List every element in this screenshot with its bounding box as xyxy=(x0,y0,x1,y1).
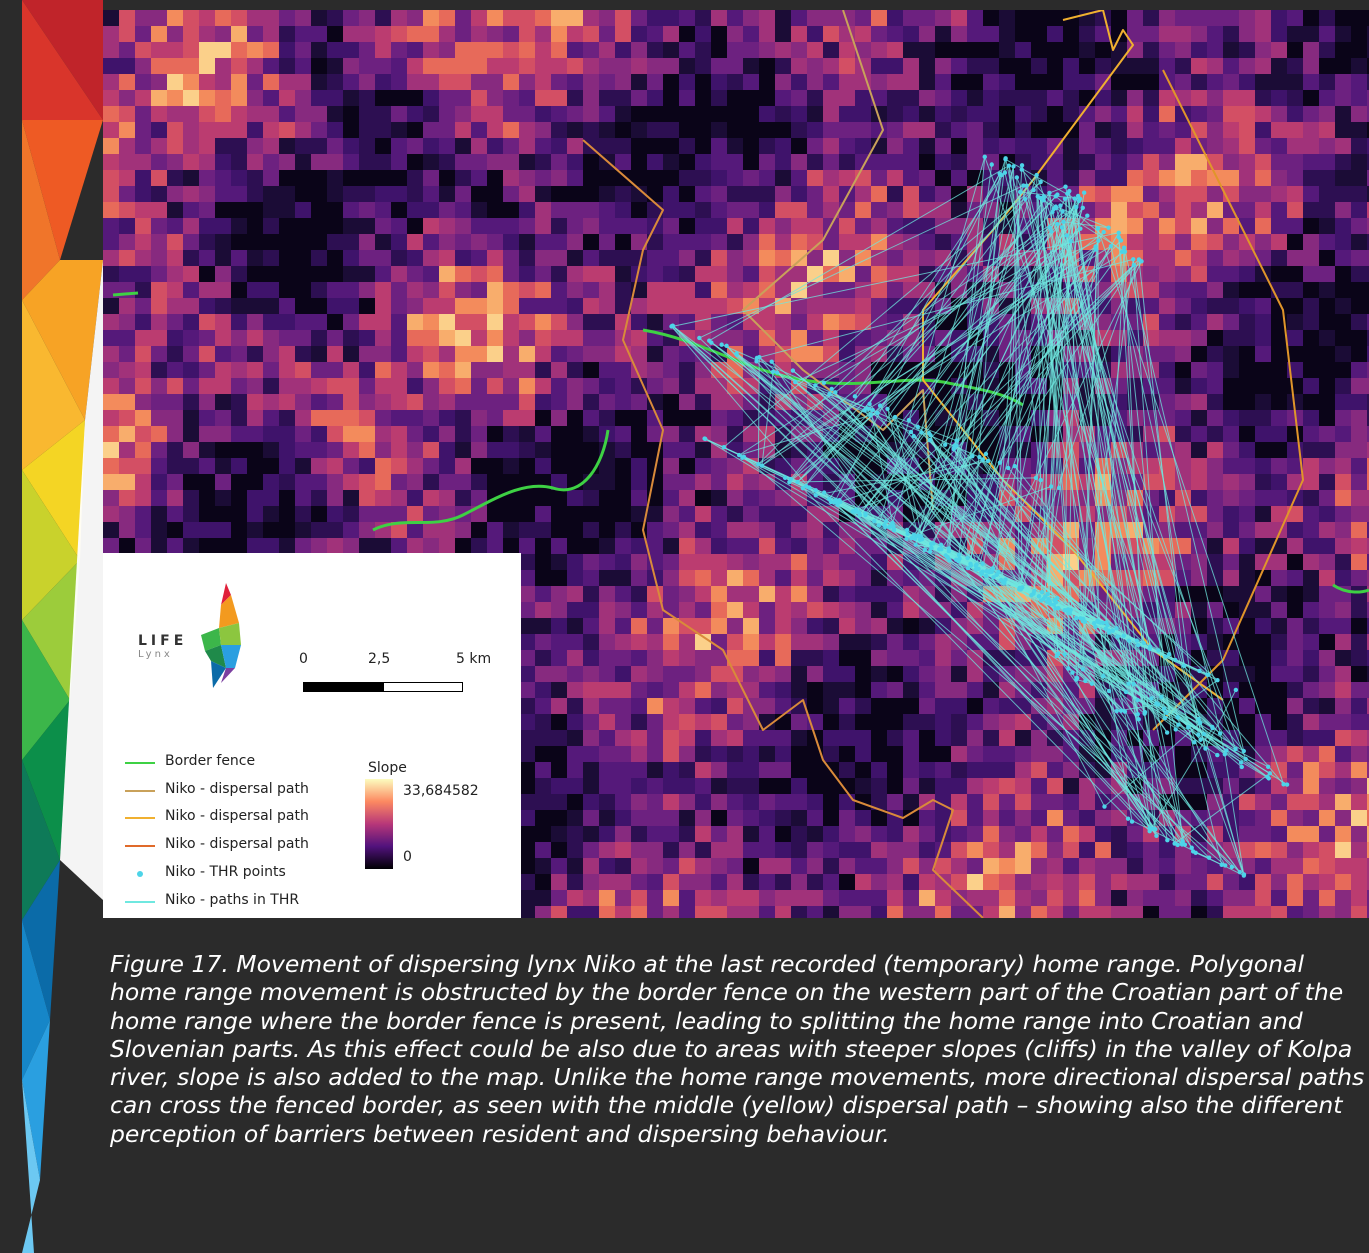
slope-max-value: 33,684582 xyxy=(403,783,479,799)
legend-symbol xyxy=(125,790,155,792)
thr-points xyxy=(669,154,1290,878)
logo-word-bottom: Lynx xyxy=(138,649,173,660)
scale-label-0: 0 xyxy=(299,651,308,667)
border-fence-line xyxy=(1332,583,1369,594)
scale-label-mid: 2,5 xyxy=(368,651,391,667)
legend-label: Niko - paths in THR xyxy=(165,892,300,908)
legend-symbol xyxy=(125,901,155,903)
legend-symbol xyxy=(125,845,155,847)
legend-symbol xyxy=(125,817,155,819)
legend-label: Niko - THR points xyxy=(165,864,286,880)
slope-map: LIFE Lynx 0 2,5 5 km Border fence Niko - … xyxy=(103,10,1369,918)
figure-caption: Figure 17. Movement of dispersing lynx N… xyxy=(110,950,1365,1148)
legend-symbol xyxy=(125,762,155,764)
decorative-rainbow-stripe xyxy=(22,0,103,1253)
legend-label: Niko - dispersal path xyxy=(165,836,309,852)
scale-bar-black xyxy=(303,682,383,692)
legend-label: Border fence xyxy=(165,753,256,769)
legend-panel: LIFE Lynx 0 2,5 5 km Border fence Niko - … xyxy=(103,553,521,918)
life-lynx-logo: LIFE Lynx xyxy=(133,583,253,703)
slope-min-value: 0 xyxy=(403,849,412,865)
scale-label-max: 5 km xyxy=(456,651,492,667)
border-fence-line xyxy=(112,291,139,297)
border-fence-line xyxy=(372,429,610,532)
legend-symbol xyxy=(137,871,143,877)
legend-label: Niko - dispersal path xyxy=(165,781,309,797)
lynx-head-icon xyxy=(201,583,241,688)
dispersal-path-line xyxy=(742,10,934,511)
slope-color-ramp xyxy=(365,779,393,869)
dispersal-path-line xyxy=(582,139,984,918)
legend-label: Niko - dispersal path xyxy=(165,808,309,824)
slope-title: Slope xyxy=(368,760,407,776)
logo-word-top: LIFE xyxy=(138,633,188,649)
scale-bar-white xyxy=(383,682,463,692)
